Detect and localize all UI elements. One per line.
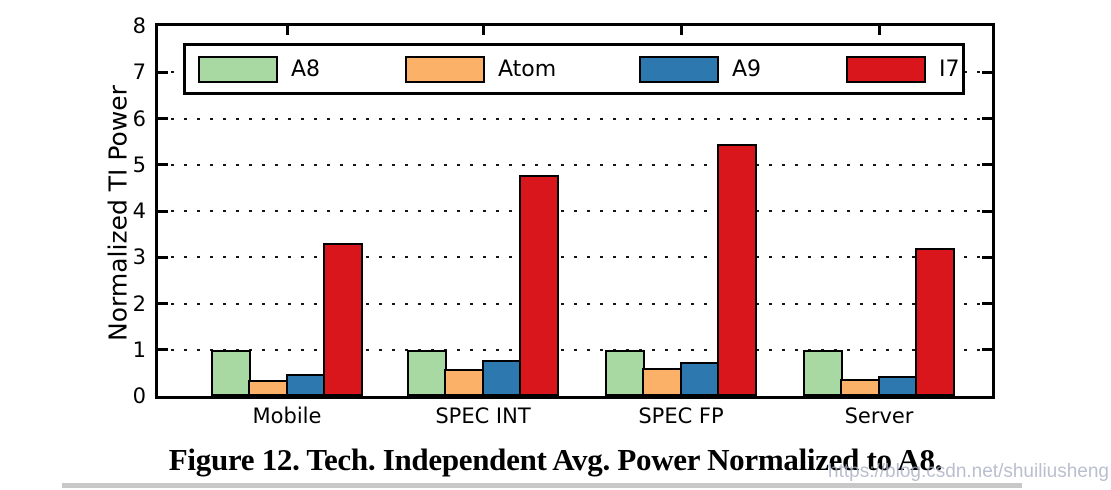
bar-a8-spec-fp	[604, 350, 645, 396]
ytick-label-1: 1	[132, 337, 146, 362]
legend-swatch-atom	[405, 55, 485, 83]
xtick-label-mobile: Mobile	[252, 404, 322, 428]
gridline-y5	[158, 163, 992, 166]
bar-a8-server	[802, 350, 843, 396]
bar-a9-spec-fp	[679, 362, 720, 396]
ytick-right-6	[982, 117, 992, 120]
bar-i7-spec-fp	[717, 144, 758, 396]
bar-a9-mobile	[285, 374, 326, 396]
gridline-y1	[158, 348, 992, 351]
legend-swatch-a8	[198, 55, 278, 83]
bottom-divider	[62, 483, 1022, 488]
ytick-label-3: 3	[132, 245, 146, 270]
legend-label-a8: A8	[291, 56, 321, 82]
gridline-y3	[158, 256, 992, 259]
xtick-top-3	[877, 26, 881, 35]
ytick-left-7	[158, 70, 168, 74]
ytick-right-2	[982, 302, 992, 305]
bar-a9-server	[877, 376, 918, 396]
xtick-top-1	[481, 26, 485, 35]
legend-item-atom: Atom	[405, 46, 556, 92]
ytick-right-3	[982, 255, 992, 259]
ytick-right-4	[982, 209, 992, 213]
bar-a8-mobile	[210, 350, 251, 396]
gridline-y4	[158, 210, 992, 212]
bar-a9-spec-int	[481, 360, 522, 396]
bar-atom-mobile	[248, 380, 289, 396]
bar-atom-spec-fp	[642, 368, 683, 396]
legend-swatch-i7	[846, 55, 926, 83]
bar-i7-spec-int	[519, 175, 560, 396]
legend-label-atom: Atom	[498, 56, 557, 82]
ytick-label-2: 2	[132, 291, 146, 316]
ytick-left-6	[158, 117, 168, 120]
xtick-label-spec-fp: SPEC FP	[638, 404, 724, 428]
legend-item-a9: A9	[639, 46, 761, 92]
ytick-label-5: 5	[132, 152, 146, 177]
ytick-right-5	[982, 163, 992, 167]
legend-item-i7: I7	[846, 46, 960, 92]
watermark-text: https://blog.csdn.net/shuiliusheng	[828, 461, 1109, 482]
xtick-label-spec-int: SPEC INT	[435, 404, 531, 428]
ytick-label-4: 4	[132, 199, 146, 223]
ytick-right-1	[982, 348, 992, 352]
chart-legend: A8 Atom A9 I7	[183, 43, 965, 95]
ytick-right-7	[982, 70, 992, 74]
ytick-label-0: 0	[132, 384, 146, 408]
bar-i7-mobile	[323, 243, 364, 396]
bar-atom-server	[840, 379, 881, 396]
xtick-top-0	[285, 26, 289, 35]
figure-caption: Figure 12. Tech. Independent Avg. Power …	[168, 442, 943, 477]
ytick-left-2	[158, 302, 168, 305]
legend-swatch-a9	[639, 55, 719, 83]
bar-i7-server	[915, 248, 956, 396]
ytick-left-1	[158, 348, 168, 352]
xtick-top-2	[679, 26, 683, 35]
ytick-left-4	[158, 209, 168, 213]
plot-area: A8 Atom A9 I7	[155, 23, 995, 399]
bar-atom-spec-int	[444, 369, 485, 396]
ytick-label-8: 8	[132, 14, 146, 38]
ytick-left-5	[158, 163, 168, 167]
ytick-left-3	[158, 255, 168, 259]
bar-a8-spec-int	[406, 350, 447, 396]
legend-item-a8: A8	[198, 46, 320, 92]
ytick-label-7: 7	[132, 60, 146, 85]
xtick-label-server: Server	[844, 404, 914, 428]
ytick-label-6: 6	[132, 106, 146, 131]
legend-label-i7: I7	[939, 56, 960, 82]
gridline-y6	[158, 117, 992, 120]
gridline-y2	[158, 302, 992, 305]
legend-label-a9: A9	[732, 56, 762, 82]
